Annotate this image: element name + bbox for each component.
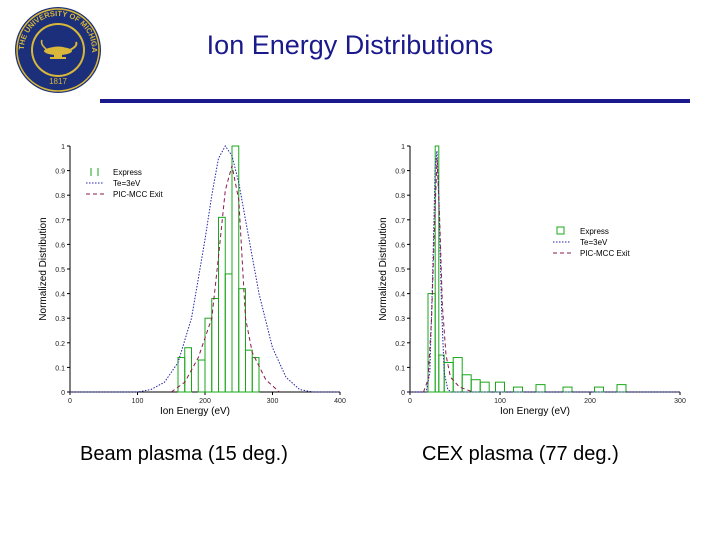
histogram-bar <box>204 317 213 393</box>
histogram-bar <box>616 384 627 393</box>
slide-title: Ion Energy Distributions <box>206 30 494 60</box>
y-tick-label: 1 <box>61 144 65 151</box>
y-tick-label: 1 <box>401 144 405 151</box>
x-tick-label: 400 <box>334 398 346 405</box>
pic-mcc-exit-line <box>423 158 474 393</box>
histogram-bar <box>479 381 490 393</box>
pic-mcc-exit-line <box>171 165 280 393</box>
x-tick-label: 100 <box>132 398 144 405</box>
x-tick-label: 0 <box>68 398 72 405</box>
histogram-bar <box>224 273 233 393</box>
legend-entry-label: Express <box>113 168 142 177</box>
y-axis-label: Normalized Distribution <box>378 217 389 320</box>
y-tick-label: 0 <box>61 390 65 397</box>
y-tick-label: 0.7 <box>55 218 65 225</box>
caption-beam-plasma: Beam plasma (15 deg.) <box>80 443 288 465</box>
y-axis-label: Normalized Distribution <box>38 217 49 320</box>
x-tick-label: 100 <box>494 398 506 405</box>
legend-entry-label: PIC-MCC Exit <box>580 249 631 258</box>
y-tick-label: 0.6 <box>395 242 405 249</box>
te-3ev-line <box>410 150 680 393</box>
chart-cex-plasma: 0 0.1 0.2 0.3 0.4 0.5 0.6 0.7 0.8 0.9 1 0 100 200 300 I… <box>378 144 686 417</box>
x-axis-label: Ion Energy (eV) <box>500 406 570 417</box>
histogram-bar <box>452 357 463 393</box>
x-tick-label: 200 <box>584 398 596 405</box>
y-tick-label: 0.8 <box>395 193 405 200</box>
y-tick-label: 0.4 <box>55 292 65 299</box>
histogram-bar <box>594 386 604 393</box>
caption-cex-plasma: CEX plasma (77 deg.) <box>422 443 619 465</box>
histogram-bar <box>461 374 472 393</box>
y-tick-label: 0.8 <box>55 193 65 200</box>
y-tick-label: 0.9 <box>55 169 65 176</box>
y-tick-label: 0.2 <box>55 341 65 348</box>
chart-beam-plasma: 0 0.1 0.2 0.3 0.4 0.5 0.6 0.7 0.8 0.9 1 0 100 200 300 4… <box>38 144 346 417</box>
x-tick-label: 300 <box>267 398 279 405</box>
y-tick-label: 0.9 <box>395 169 405 176</box>
legend-swatch-express <box>556 226 565 235</box>
te-3ev-line <box>70 145 340 393</box>
seal-year: 1817 <box>49 77 67 86</box>
y-tick-label: 0.5 <box>395 267 405 274</box>
y-tick-label: 0 <box>401 390 405 397</box>
x-tick-label: 300 <box>674 398 686 405</box>
histogram-bar <box>434 145 440 393</box>
legend-entry-label: Te=3eV <box>113 179 141 188</box>
y-tick-label: 0.4 <box>395 292 405 299</box>
y-tick-label: 0.2 <box>395 341 405 348</box>
histogram-bar <box>197 359 206 393</box>
legend-entry-label: Te=3eV <box>580 238 608 247</box>
y-tick-label: 0.5 <box>55 267 65 274</box>
histogram-bar <box>184 347 192 393</box>
histogram-bar <box>470 379 481 393</box>
histogram-bar <box>495 381 505 393</box>
y-tick-label: 0.6 <box>55 242 65 249</box>
histogram-bar <box>251 357 260 393</box>
y-tick-label: 0.3 <box>395 316 405 323</box>
y-tick-label: 0.1 <box>395 365 405 372</box>
y-tick-label: 0.7 <box>395 218 405 225</box>
legend-entry-label: PIC-MCC Exit <box>113 190 164 199</box>
title-divider <box>100 99 690 103</box>
histogram-bar <box>513 386 523 393</box>
histogram-bar <box>535 384 546 393</box>
x-tick-label: 200 <box>199 398 211 405</box>
histogram-bar <box>238 288 246 393</box>
x-tick-label: 0 <box>408 398 412 405</box>
histogram-bar <box>245 349 253 393</box>
y-tick-label: 0.3 <box>55 316 65 323</box>
x-axis-label: Ion Energy (eV) <box>160 406 230 417</box>
lamp-icon <box>40 39 78 59</box>
histogram-bar <box>231 145 240 393</box>
university-seal: THE UNIVERSITY OF MICHIGAN 1817 <box>6 4 101 93</box>
y-tick-label: 0.1 <box>55 365 65 372</box>
legend-entry-label: Express <box>580 227 609 236</box>
histogram-bar <box>562 386 573 393</box>
histogram-bar <box>438 354 445 393</box>
